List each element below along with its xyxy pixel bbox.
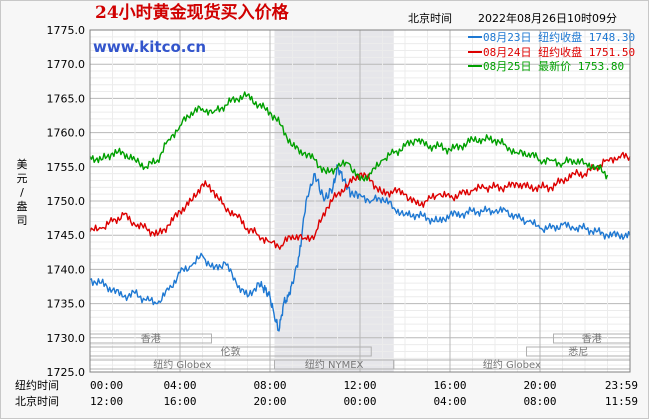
header-tz-label: 北京时间	[408, 11, 452, 25]
x-tick-label: 11:59	[605, 395, 638, 408]
y-tick-label: 1775.0	[47, 24, 86, 37]
series-line-1	[89, 164, 631, 332]
header-datetime: 2022年08月26日10时09分	[478, 11, 617, 25]
session-label: 伦敦	[221, 345, 241, 358]
x-tick-label: 08:00	[523, 395, 556, 408]
x-tick-label: 04:00	[433, 395, 466, 408]
brand-watermark: www.kitco.cn	[93, 38, 206, 56]
x-tick-label: 12:00	[90, 395, 123, 408]
y-tick-label: 1725.0	[47, 366, 86, 379]
x-axis: 纽约时间 00:00 04:00 08:00 12:00 16:00 20:00 23:59 北…	[15, 378, 638, 408]
y-tick-label: 1730.0	[47, 332, 86, 345]
y-axis-label-char-1: 美	[17, 158, 28, 171]
y-tick-label: 1760.0	[47, 127, 86, 140]
y-axis-label-char-4: 盎	[17, 199, 28, 213]
x-tick-label: 20:00	[523, 379, 556, 392]
y-axis-label: 美 元 / 盎 司	[17, 158, 28, 227]
x-row-label: 北京时间	[15, 394, 59, 408]
session-label: 香港	[141, 333, 161, 345]
x-tick-label: 23:59	[605, 379, 638, 392]
x-tick-label: 00:00	[343, 395, 376, 408]
series-line-2	[89, 151, 631, 250]
y-axis-label-char-5: 司	[17, 214, 28, 227]
y-tick-label: 1755.0	[47, 161, 86, 174]
session-label: 纽约 NYMEX	[305, 358, 364, 371]
y-tick-label: 1745.0	[47, 229, 86, 242]
x-tick-label: 16:00	[433, 379, 466, 392]
y-tick-label: 1735.0	[47, 298, 86, 311]
y-tick-label: 1750.0	[47, 195, 86, 208]
price-series	[89, 91, 631, 332]
session-label: 纽约 Globex	[483, 358, 541, 371]
x-tick-label: 08:00	[253, 379, 286, 392]
y-axis: 1725.0 1730.0 1735.0 1740.0 1745.0 1750.0 1755…	[47, 24, 86, 379]
legend-entry-0824: 08月24日 纽约收盘 1751.50	[483, 45, 635, 59]
y-tick-label: 1740.0	[47, 263, 86, 276]
y-tick-label: 1765.0	[47, 92, 86, 105]
x-row-label: 纽约时间	[15, 378, 59, 392]
plot-border	[89, 29, 631, 373]
x-tick-label: 04:00	[163, 379, 196, 392]
x-tick-label: 00:00	[90, 379, 123, 392]
y-axis-label-char-2: 元	[17, 172, 28, 185]
chart-title: 24小时黄金现货买入价格	[95, 2, 290, 23]
x-tick-label: 20:00	[253, 395, 286, 408]
x-tick-label: 16:00	[163, 395, 196, 408]
legend: 08月23日 纽约收盘 1748.30 08月24日 纽约收盘 1751.50 …	[468, 30, 635, 73]
session-label: 香港	[582, 333, 602, 345]
y-axis-label-char-3: /	[20, 186, 24, 199]
session-label: 悉尼	[568, 346, 588, 358]
x-tick-label: 12:00	[343, 379, 376, 392]
series-line-3	[89, 91, 609, 182]
session-label: 纽约 Globex	[153, 358, 211, 371]
legend-entry-0825: 08月25日 最新价 1753.80	[483, 59, 624, 73]
legend-entry-0823: 08月23日 纽约收盘 1748.30	[483, 30, 635, 44]
y-tick-label: 1770.0	[47, 58, 86, 71]
